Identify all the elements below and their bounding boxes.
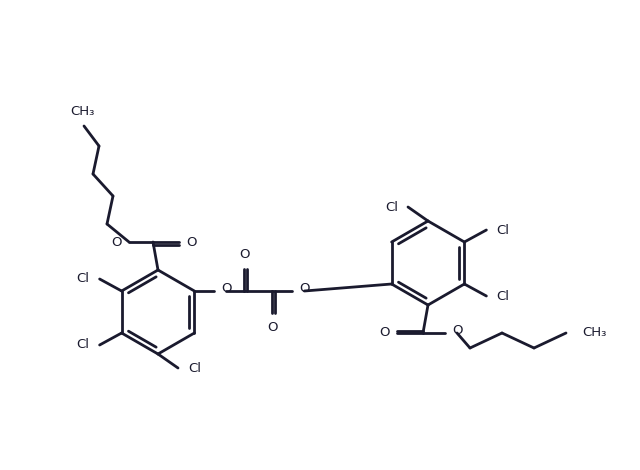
Text: Cl: Cl [188, 361, 201, 375]
Text: CH₃: CH₃ [582, 327, 606, 339]
Text: CH₃: CH₃ [70, 105, 94, 118]
Text: O: O [111, 235, 122, 249]
Text: O: O [239, 248, 250, 261]
Text: O: O [380, 327, 390, 339]
Text: O: O [267, 321, 278, 334]
Text: Cl: Cl [497, 290, 509, 303]
Text: O: O [300, 282, 310, 295]
Text: Cl: Cl [77, 273, 90, 285]
Text: O: O [221, 282, 232, 295]
Text: Cl: Cl [77, 338, 90, 352]
Text: Cl: Cl [497, 224, 509, 236]
Text: O: O [186, 235, 196, 249]
Text: Cl: Cl [385, 201, 398, 213]
Text: O: O [452, 323, 463, 337]
